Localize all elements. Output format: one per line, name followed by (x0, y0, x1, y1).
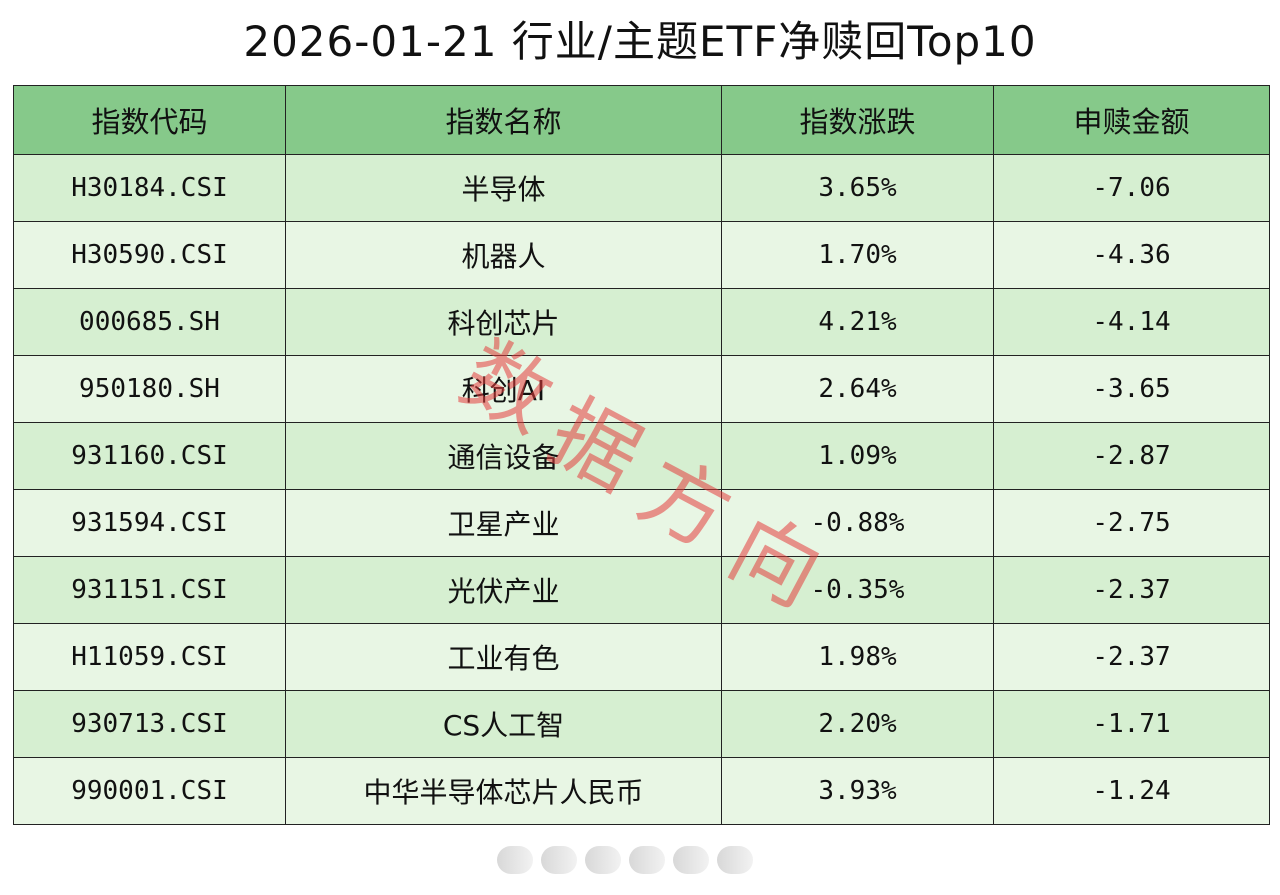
table-row: 930713.CSI CS人工智 2.20% -1.71 (13, 690, 1270, 758)
cell-index-name: 通信设备 (285, 422, 722, 490)
footer-dot (541, 846, 577, 874)
cell-index-name: 光伏产业 (285, 556, 722, 624)
cell-index-change: 1.70% (721, 221, 994, 289)
header-index-change: 指数涨跌 (721, 85, 994, 155)
cell-index-code: 990001.CSI (13, 757, 286, 825)
cell-index-code: H11059.CSI (13, 623, 286, 691)
header-index-code: 指数代码 (13, 85, 286, 155)
cell-index-code: 950180.SH (13, 355, 286, 423)
cell-redemption-amount: -2.75 (993, 489, 1270, 557)
cell-index-change: 1.98% (721, 623, 994, 691)
footer-dot (717, 846, 753, 874)
cell-index-name: CS人工智 (285, 690, 722, 758)
cell-index-name: 半导体 (285, 154, 722, 222)
footer-dot (585, 846, 621, 874)
cell-index-name: 卫星产业 (285, 489, 722, 557)
table-row: H30184.CSI 半导体 3.65% -7.06 (13, 154, 1270, 222)
cell-index-code: 930713.CSI (13, 690, 286, 758)
cell-index-name: 工业有色 (285, 623, 722, 691)
cell-index-change: 4.21% (721, 288, 994, 356)
cell-redemption-amount: -3.65 (993, 355, 1270, 423)
cell-index-change: 2.64% (721, 355, 994, 423)
cell-index-name: 机器人 (285, 221, 722, 289)
table-row: H11059.CSI 工业有色 1.98% -2.37 (13, 623, 1270, 691)
footer-dot (629, 846, 665, 874)
cell-redemption-amount: -2.37 (993, 556, 1270, 624)
cell-index-code: 931594.CSI (13, 489, 286, 557)
cell-index-change: 2.20% (721, 690, 994, 758)
cell-redemption-amount: -2.87 (993, 422, 1270, 490)
header-index-name: 指数名称 (285, 85, 722, 155)
table-row: 990001.CSI 中华半导体芯片人民币 3.93% -1.24 (13, 757, 1270, 825)
cell-index-code: H30590.CSI (13, 221, 286, 289)
table-row: 950180.SH 科创AI 2.64% -3.65 (13, 355, 1270, 423)
cell-redemption-amount: -1.71 (993, 690, 1270, 758)
cell-index-change: -0.35% (721, 556, 994, 624)
cell-index-code: 931151.CSI (13, 556, 286, 624)
cell-index-code: H30184.CSI (13, 154, 286, 222)
table-row: 931151.CSI 光伏产业 -0.35% -2.37 (13, 556, 1270, 624)
cell-index-code: 000685.SH (13, 288, 286, 356)
cell-index-name: 科创芯片 (285, 288, 722, 356)
page-title: 2026-01-21 行业/主题ETF净赎回Top10 (243, 17, 1037, 66)
cell-index-change: -0.88% (721, 489, 994, 557)
footer-dot (673, 846, 709, 874)
table-row: 931160.CSI 通信设备 1.09% -2.87 (13, 422, 1270, 490)
cell-redemption-amount: -1.24 (993, 757, 1270, 825)
cell-redemption-amount: -4.36 (993, 221, 1270, 289)
cell-redemption-amount: -4.14 (993, 288, 1270, 356)
cell-redemption-amount: -7.06 (993, 154, 1270, 222)
cell-index-name: 中华半导体芯片人民币 (285, 757, 722, 825)
table-row: H30590.CSI 机器人 1.70% -4.36 (13, 221, 1270, 289)
cell-index-change: 3.93% (721, 757, 994, 825)
footer-dot (497, 846, 533, 874)
table-header-row: 指数代码 指数名称 指数涨跌 申赎金额 (13, 85, 1270, 155)
cell-index-code: 931160.CSI (13, 422, 286, 490)
footer-decoration (497, 840, 797, 880)
cell-index-change: 3.65% (721, 154, 994, 222)
header-redemption-amount: 申赎金额 (993, 85, 1270, 155)
cell-redemption-amount: -2.37 (993, 623, 1270, 691)
etf-redemption-table: 指数代码 指数名称 指数涨跌 申赎金额 H30184.CSI 半导体 3.65%… (13, 85, 1270, 825)
table-row: 000685.SH 科创芯片 4.21% -4.14 (13, 288, 1270, 356)
cell-index-change: 1.09% (721, 422, 994, 490)
table-row: 931594.CSI 卫星产业 -0.88% -2.75 (13, 489, 1270, 557)
cell-index-name: 科创AI (285, 355, 722, 423)
